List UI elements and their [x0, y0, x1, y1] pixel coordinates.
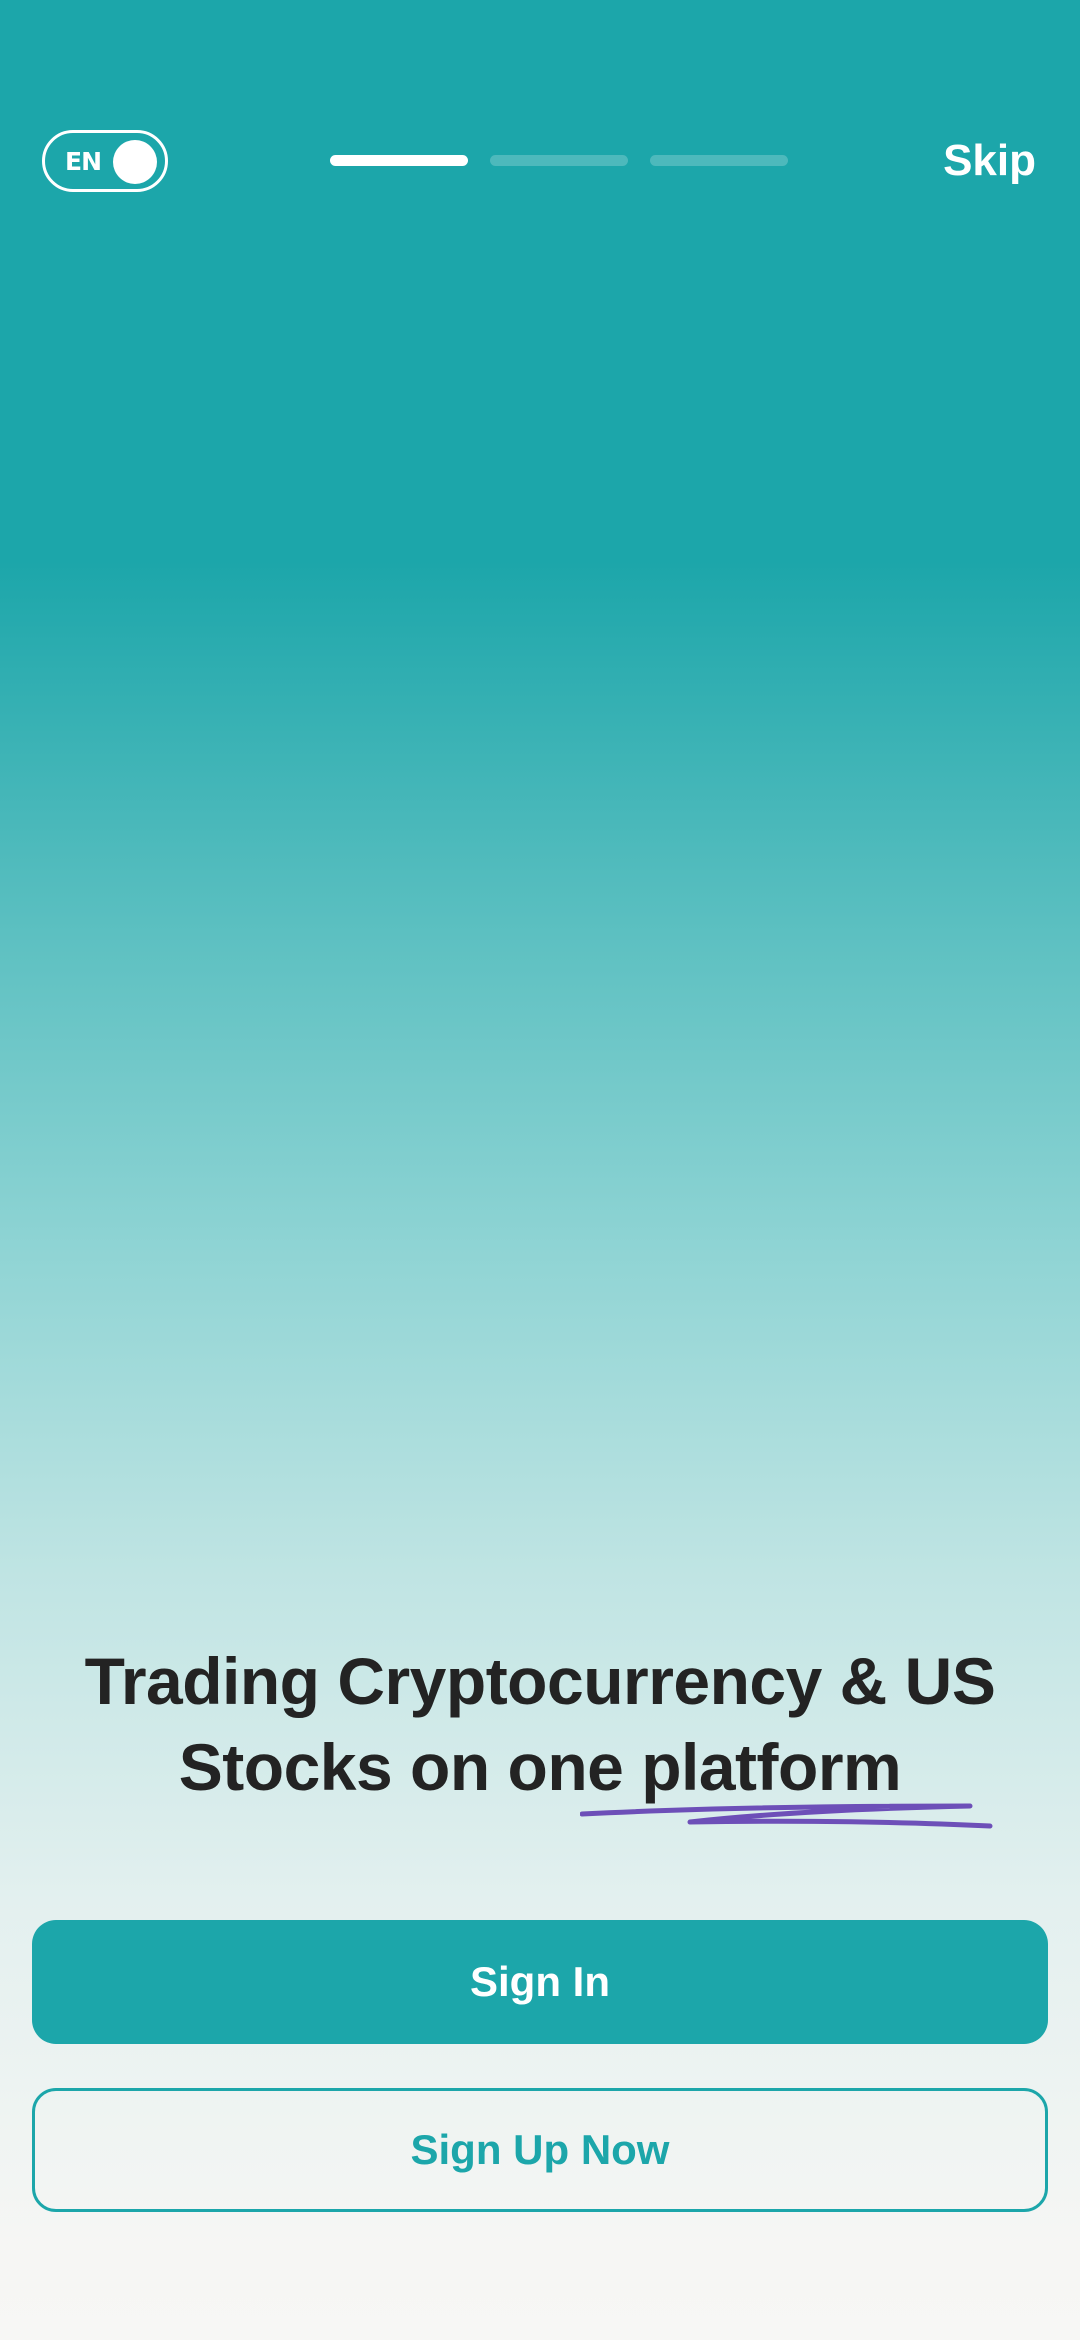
toggle-knob [113, 140, 157, 184]
progress-step-2 [490, 155, 628, 166]
progress-step-3 [650, 155, 788, 166]
language-toggle[interactable]: EN [42, 130, 168, 192]
sign-up-button[interactable]: Sign Up Now [32, 2088, 1048, 2212]
progress-step-1 [330, 155, 468, 166]
language-label: EN [65, 146, 102, 176]
headline-line-2: Stocks on one platform [178, 1730, 902, 1804]
sign-in-button[interactable]: Sign In [32, 1920, 1048, 2044]
underline-scribble-icon [580, 1803, 993, 1829]
onboarding-headline: Trading Cryptocurrency & US Stocks on on… [0, 1638, 1080, 1810]
skip-button[interactable]: Skip [943, 136, 1036, 185]
headline-line-1: Trading Cryptocurrency & US [84, 1644, 996, 1718]
onboarding-progress [330, 155, 788, 166]
